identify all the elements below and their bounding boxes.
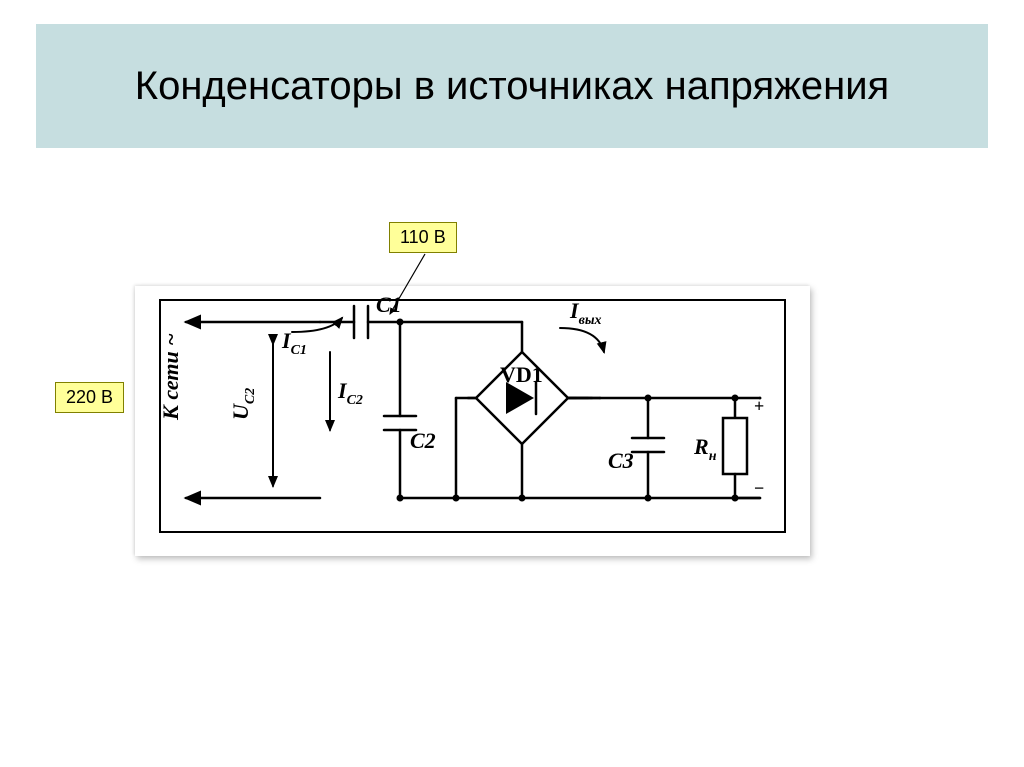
label-ic2: IC2 bbox=[337, 378, 363, 408]
label-rn: Rн bbox=[693, 434, 717, 464]
circuit bbox=[186, 306, 760, 502]
arrow-ivyx bbox=[560, 328, 604, 352]
rn-body bbox=[723, 418, 747, 474]
label-plus: + bbox=[754, 396, 764, 416]
label-c2: C2 bbox=[410, 428, 436, 453]
label-vd1: VD1 bbox=[500, 362, 543, 387]
label-c3: C3 bbox=[608, 448, 634, 473]
label-c1: C1 bbox=[376, 292, 402, 317]
label-input: К сети ~ bbox=[158, 333, 183, 421]
arrow-ic1 bbox=[292, 318, 342, 332]
label-minus: − bbox=[754, 478, 764, 498]
circuit-svg: К сети ~ IC1 C1 UC2 IC2 C2 VD1 Iвых C3 R… bbox=[0, 0, 1024, 767]
label-ivyx: Iвых bbox=[569, 298, 602, 328]
label-uc2: UC2 bbox=[228, 388, 258, 420]
slide: Конденсаторы в источниках напряжения 110… bbox=[0, 0, 1024, 767]
